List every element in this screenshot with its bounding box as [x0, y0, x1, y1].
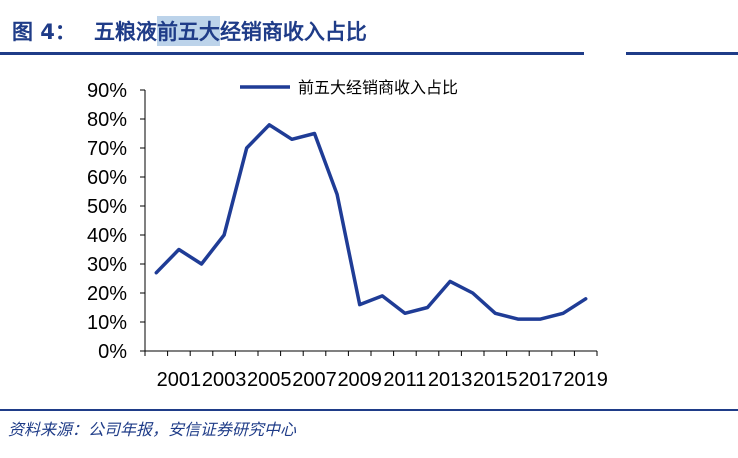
y-tick-label: 50% — [87, 196, 127, 218]
title-part-1: 五粮液 — [93, 20, 157, 44]
header-rule-left — [0, 52, 584, 55]
legend: 前五大经销商收入占比 — [240, 79, 458, 97]
footer-rule — [0, 409, 738, 411]
line-chart: 0%10%20%30%40%50%60%70%80%90% 2001 2003 20… — [87, 79, 608, 391]
y-tick-label: 0% — [98, 341, 127, 363]
y-tick-label: 70% — [87, 138, 127, 160]
figure-label: 图 4： — [12, 20, 76, 44]
x-axis: 2001 2003 2005 2007 2009 2011 2013 2015 2017 2019 — [144, 350, 608, 391]
y-tick-label: 90% — [87, 80, 127, 102]
source-note: 资料来源：公司年报，安信证券研究中心 — [8, 420, 297, 439]
x-tick-label: 2009 — [337, 369, 382, 391]
x-tick-label: 2005 — [247, 369, 292, 391]
y-tick-label: 10% — [87, 312, 127, 334]
title-highlight: 前五大 — [156, 16, 220, 46]
header-rule-right — [626, 52, 738, 55]
y-tick-label: 20% — [87, 283, 127, 305]
series-layer — [154, 123, 588, 321]
y-tick-label: 60% — [87, 167, 127, 189]
y-tick-label: 30% — [87, 254, 127, 276]
x-tick-label: 2017 — [518, 369, 563, 391]
legend-label: 前五大经销商收入占比 — [298, 79, 458, 97]
x-tick-label: 2001 — [157, 369, 202, 391]
x-tick-label: 2015 — [473, 369, 518, 391]
series-line — [154, 123, 588, 321]
x-tick-label: 2007 — [292, 369, 337, 391]
x-tick-label: 2019 — [563, 369, 608, 391]
y-tick-label: 40% — [87, 225, 127, 247]
x-tick-label: 2013 — [428, 369, 473, 391]
title-part-2: 经销商收入占比 — [219, 20, 367, 44]
y-axis: 0% 10% 20% 30% 40% 50% 60% 70% 80% 90% — [87, 80, 146, 363]
x-tick-label: 2003 — [202, 369, 247, 391]
figure-title: 图 4： 五粮液 前五大 经销商收入占比 — [12, 14, 367, 48]
y-tick-label: 80% — [87, 109, 127, 131]
x-tick-label: 2011 — [383, 369, 426, 391]
